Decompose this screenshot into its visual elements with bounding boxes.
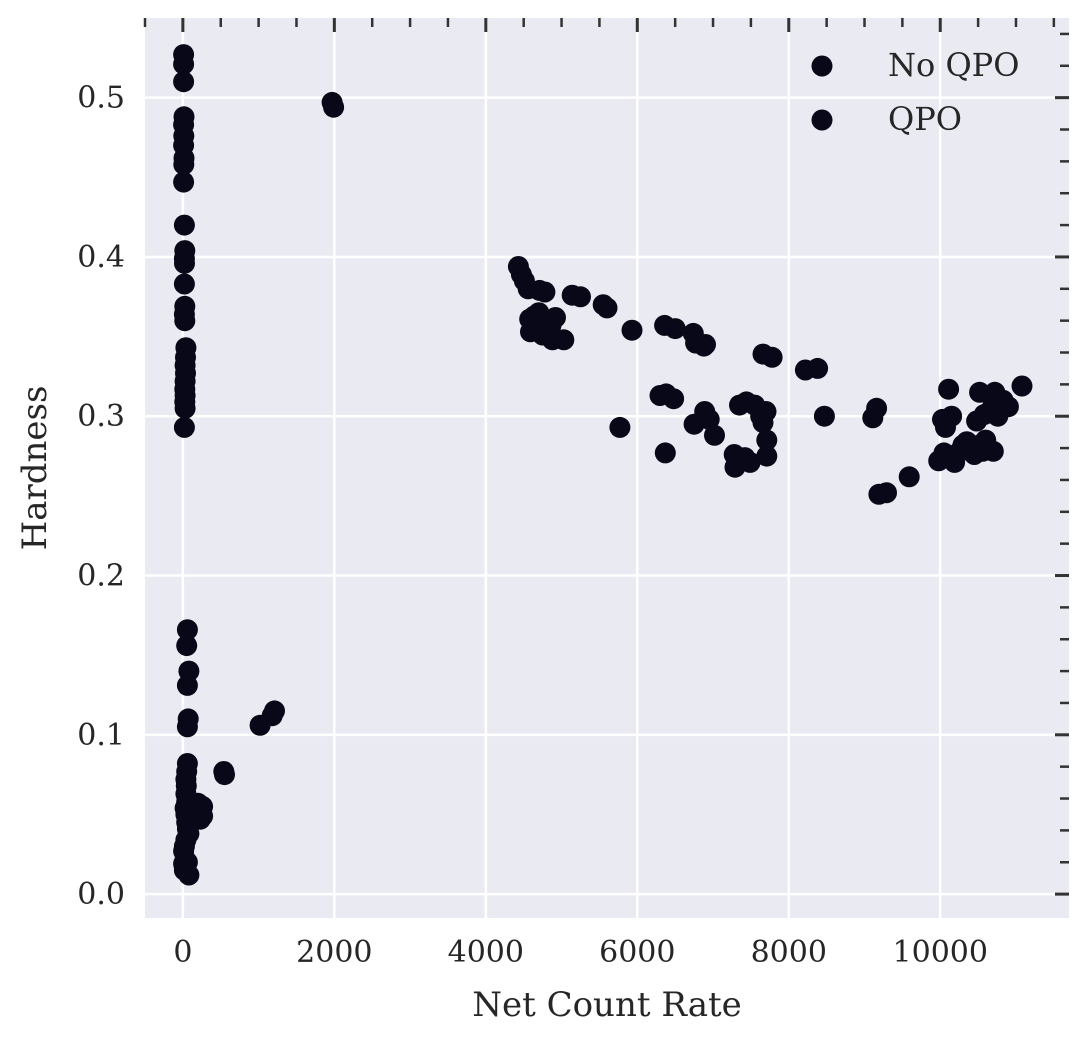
y-tick-labels: 0.0 0.1 0.2 0.3 0.4 0.5 <box>77 81 125 912</box>
legend-marker <box>811 55 833 77</box>
x-tick-label: 6000 <box>599 935 675 970</box>
qpo-point <box>621 319 643 341</box>
qpo-point <box>698 408 720 430</box>
y-tick-label: 0.5 <box>77 81 125 116</box>
qpo-point <box>704 424 725 446</box>
no-qpo-point <box>173 416 195 438</box>
no-qpo-point <box>176 674 198 696</box>
qpo-point <box>807 357 829 379</box>
x-tick-label: 2000 <box>296 935 372 970</box>
y-tick-label: 0.0 <box>77 877 125 912</box>
y-tick-label: 0.2 <box>77 559 125 594</box>
no-qpo-point <box>173 154 195 175</box>
qpo-point <box>654 442 676 464</box>
no-qpo-point <box>176 635 198 657</box>
plot-background <box>145 18 1069 918</box>
qpo-point <box>752 412 774 434</box>
legend-label: QPO <box>888 100 962 138</box>
no-qpo-point <box>173 171 195 193</box>
no-qpo-point <box>176 716 198 738</box>
no-qpo-point <box>176 619 198 641</box>
qpo-point <box>663 388 685 410</box>
x-tick-label: 8000 <box>751 935 827 970</box>
qpo-point <box>982 440 1004 462</box>
no-qpo-point <box>174 397 196 419</box>
qpo-point <box>866 397 888 419</box>
no-qpo-point <box>173 71 195 93</box>
qpo-point <box>876 482 897 504</box>
no-qpo-point <box>264 700 285 722</box>
no-qpo-point <box>174 310 196 332</box>
legend-marker <box>811 109 833 131</box>
y-tick-label: 0.4 <box>77 240 125 275</box>
qpo-point <box>898 466 920 488</box>
qpo-point <box>596 297 618 319</box>
x-tick-label: 10000 <box>893 935 988 970</box>
qpo-point <box>1011 375 1033 397</box>
qpo-point <box>756 445 778 467</box>
y-tick-label: 0.1 <box>77 718 125 753</box>
qpo-point <box>941 405 963 427</box>
qpo-point <box>997 396 1019 418</box>
qpo-point <box>553 329 575 351</box>
y-axis-title: Hardness <box>15 386 55 551</box>
legend-label: No QPO <box>888 46 1019 84</box>
no-qpo-point <box>173 273 195 295</box>
qpo-point <box>813 405 835 427</box>
no-qpo-point <box>323 96 345 118</box>
no-qpo-point <box>214 764 235 786</box>
data-points <box>173 44 1033 886</box>
qpo-point <box>761 346 783 368</box>
legend: No QPO QPO <box>811 46 1019 138</box>
qpo-point <box>570 286 591 308</box>
no-qpo-point <box>182 799 204 821</box>
qpo-point <box>664 318 686 340</box>
x-axis-title: Net Count Rate <box>472 985 742 1025</box>
no-qpo-point <box>173 53 195 75</box>
no-qpo-point <box>176 851 198 873</box>
x-tick-label: 4000 <box>448 935 524 970</box>
qpo-point <box>523 305 545 327</box>
x-tick-label: 0 <box>173 935 192 970</box>
qpo-point <box>609 416 631 438</box>
qpo-point <box>534 281 556 303</box>
qpo-point <box>756 429 778 451</box>
axis-ticks <box>143 18 1069 896</box>
no-qpo-point <box>174 252 195 274</box>
qpo-point <box>695 334 716 355</box>
qpo-point <box>739 451 761 473</box>
qpo-point <box>938 378 960 400</box>
no-qpo-point <box>173 214 195 236</box>
y-tick-label: 0.3 <box>77 399 125 434</box>
x-tick-labels: 0 2000 4000 6000 8000 10000 <box>173 935 988 970</box>
